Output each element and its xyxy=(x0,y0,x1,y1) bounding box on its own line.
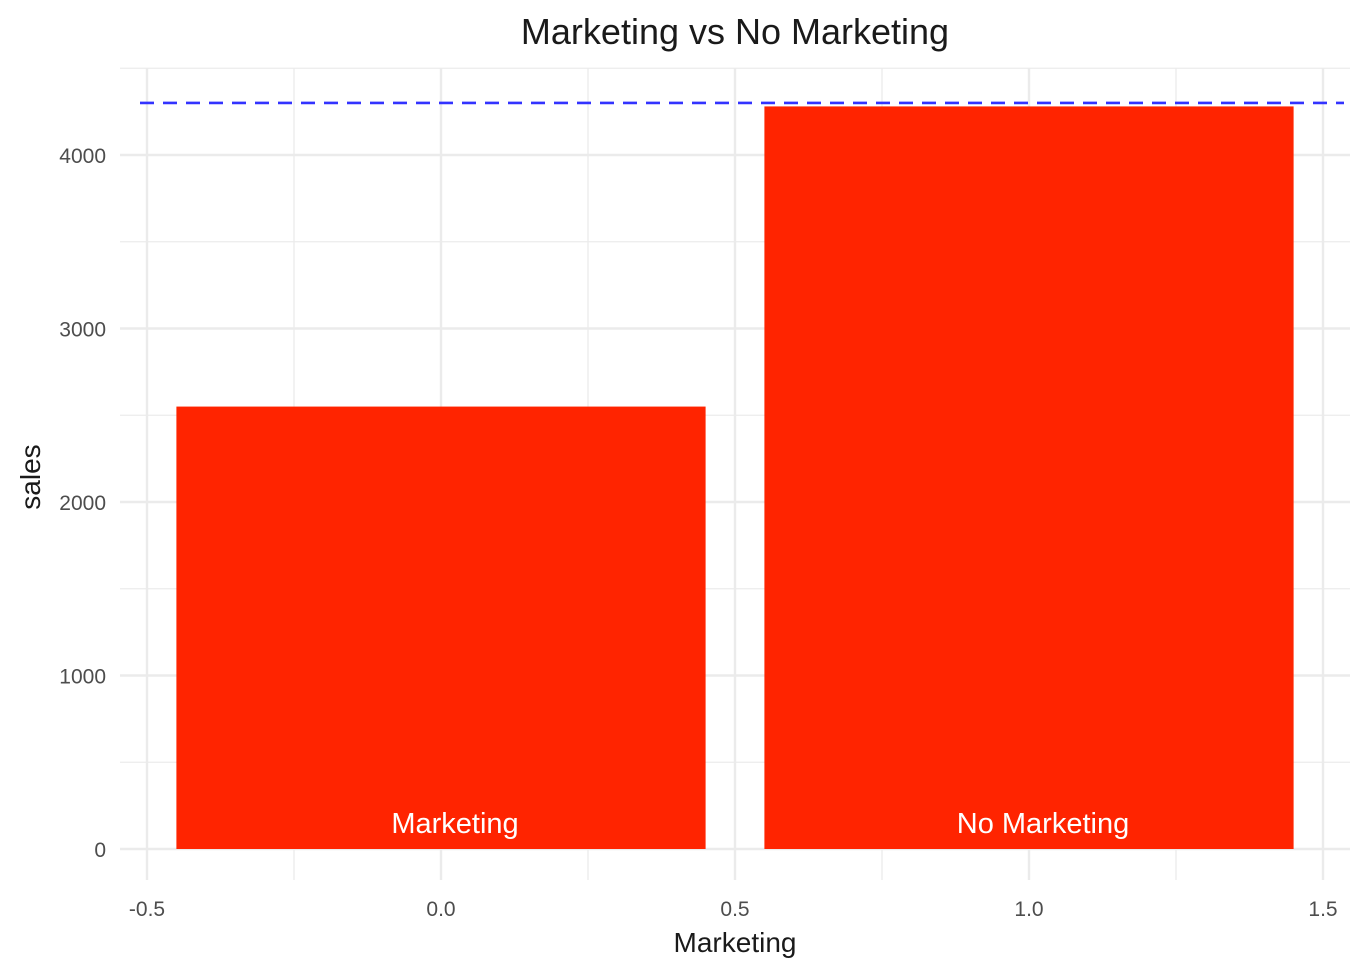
y-tick-label: 4000 xyxy=(59,145,106,168)
bar-1 xyxy=(764,106,1294,850)
y-tick-label: 0 xyxy=(94,839,106,862)
chart-title: Marketing vs No Marketing xyxy=(521,11,949,52)
bar-label-0: Marketing xyxy=(391,808,518,840)
y-axis-ticks: 0 1000 2000 3000 4000 xyxy=(59,145,106,862)
bars xyxy=(176,106,1294,850)
x-tick-label: -0.5 xyxy=(129,898,165,921)
bar-0 xyxy=(176,406,706,849)
x-axis-title: Marketing xyxy=(674,927,797,958)
y-tick-label: 1000 xyxy=(59,666,106,689)
x-tick-label: 1.0 xyxy=(1014,898,1043,921)
y-axis-title: sales xyxy=(15,444,46,509)
bar-label-1: No Marketing xyxy=(957,808,1129,840)
x-axis-ticks: -0.5 0.0 0.5 1.0 1.5 xyxy=(129,898,1338,921)
bar-labels: Marketing No Marketing xyxy=(391,808,1129,840)
y-tick-label: 2000 xyxy=(59,492,106,515)
x-tick-label: 0.5 xyxy=(720,898,749,921)
x-tick-label: 0.0 xyxy=(426,898,455,921)
y-tick-label: 3000 xyxy=(59,319,106,342)
x-tick-label: 1.5 xyxy=(1308,898,1337,921)
